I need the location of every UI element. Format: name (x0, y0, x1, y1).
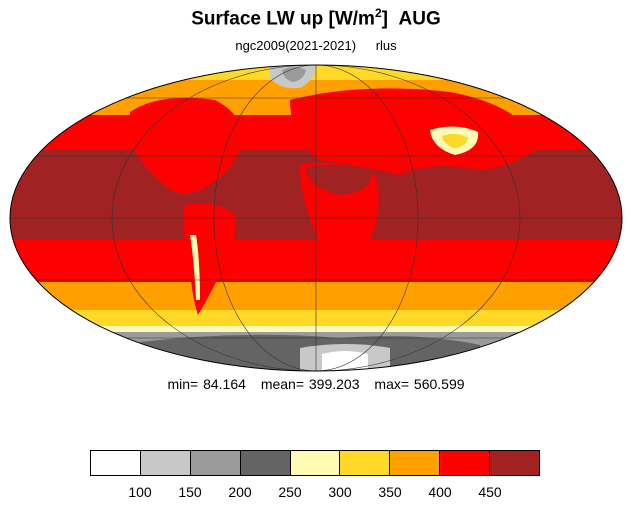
tibet-core (442, 133, 468, 148)
africa (300, 162, 379, 280)
colorbar-tick-label: 300 (328, 484, 352, 500)
title-bracket: ] (381, 8, 388, 30)
colorbar-tick-label: 200 (228, 484, 252, 500)
north-america (130, 97, 243, 194)
world-map (9, 64, 623, 372)
globe-outline (9, 64, 623, 372)
title-text: Surface LW up [W/m (191, 8, 375, 30)
colorbar-ticks: 100 150 200 250 300 350 400 450 (90, 484, 540, 502)
sahara (305, 164, 372, 195)
colorbar-swatch-7 (440, 451, 491, 475)
title-superscript: 2 (374, 6, 382, 20)
graticule-meridian-a (111, 65, 521, 371)
colorbar-tick-label: 250 (278, 484, 302, 500)
colorbar (90, 450, 540, 476)
stat-min: min= 84.164 (167, 376, 246, 392)
colorbar-swatch-6 (390, 451, 441, 475)
andes (190, 235, 200, 300)
colorbar-tick-label: 400 (428, 484, 452, 500)
graticule-meridian-b (213, 65, 419, 371)
colorbar-tick-label: 150 (178, 484, 202, 500)
colorbar-swatch-2 (190, 451, 241, 475)
stats-line: min= 84.164 mean= 399.203 max= 560.599 (0, 376, 632, 392)
colorbar-swatch-4 (290, 451, 341, 475)
eurasia (290, 88, 540, 175)
colorbar-swatch-8 (490, 451, 540, 475)
plot-title: Surface LW up [W/m2] AUG (0, 6, 632, 30)
colorbar-swatch-0 (91, 451, 141, 475)
colorbar-swatch-1 (140, 451, 191, 475)
run-label: ngc2009(2021-2021) (235, 38, 357, 53)
colorbar-tick-label: 100 (128, 484, 152, 500)
stat-max: max= 560.599 (374, 376, 465, 392)
title-month: AUG (398, 8, 441, 30)
colorbar-swatch-3 (240, 451, 291, 475)
plot-subtitle: ngc2009(2021-2021) rlus (0, 38, 632, 53)
colorbar-tick-label: 350 (378, 484, 402, 500)
colorbar-tick-label: 450 (478, 484, 502, 500)
stat-mean: mean= 399.203 (260, 376, 360, 392)
variable-label: rlus (375, 38, 397, 53)
colorbar-swatch-5 (340, 451, 391, 475)
graticule (10, 65, 622, 371)
australia (490, 242, 546, 281)
